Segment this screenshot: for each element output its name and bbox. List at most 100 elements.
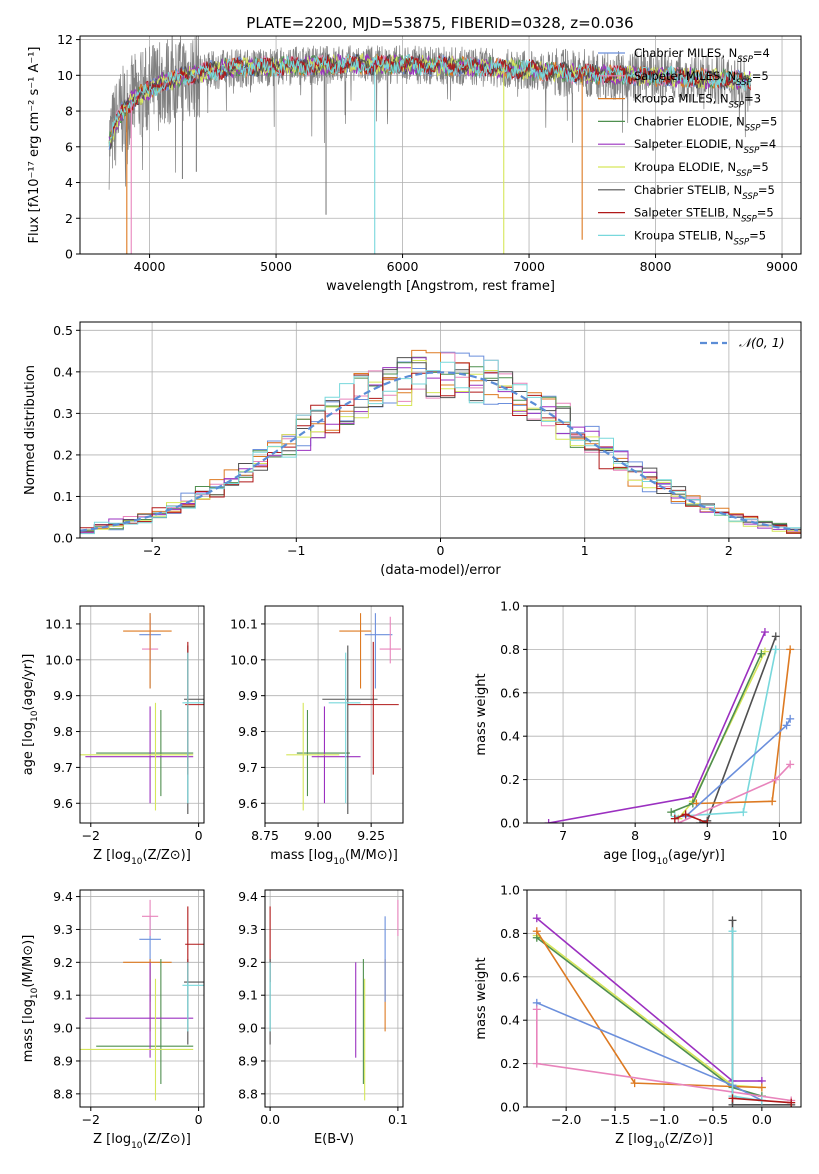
y-tick-label: 1.0 xyxy=(500,883,520,898)
y-tick-label: 9.9 xyxy=(53,688,73,703)
x-axis-label: Z [log10(Z/Z⊙)] xyxy=(615,1132,713,1151)
grid xyxy=(264,606,403,823)
weight-marker-kroupa-miles xyxy=(757,1083,766,1092)
plot-area xyxy=(286,613,401,815)
y-tick-label: 0.0 xyxy=(500,1100,520,1115)
ticks: 8.75 9.00 9.25 9.6 9.7 9.8 9.9 10.0 10.1 xyxy=(230,616,385,843)
ticks: −2 0 8.8 8.9 9.0 9.1 9.2 9.3 9.4 xyxy=(53,889,203,1127)
y-tick-label: 9.8 xyxy=(53,724,73,739)
y-tick-label: 4 xyxy=(65,175,73,190)
legend-label-salpeter-miles: Salpeter MILES, NSSP=5 xyxy=(634,69,769,88)
x-axis-label: (data-model)/error xyxy=(380,563,501,578)
legend-label-chabrier-miles: Chabrier MILES, NSSP=4 xyxy=(634,46,770,65)
grid xyxy=(527,605,801,824)
legend-label-chabrier-elodie: Chabrier ELODIE, NSSP=5 xyxy=(634,114,777,133)
y-tick-label: 9.1 xyxy=(53,988,73,1003)
ticks: 0.0 0.1 8.8 8.9 9.0 9.1 9.2 9.3 9.4 xyxy=(238,889,408,1127)
y-tick-label: 10.0 xyxy=(45,652,73,667)
x-tick-label: 1 xyxy=(581,543,589,558)
x-tick-label: 0.1 xyxy=(388,1112,408,1127)
x-tick-label: 9.00 xyxy=(304,828,332,843)
x-tick-label: 5000 xyxy=(260,259,292,274)
axes-frame xyxy=(264,605,404,824)
weight-marker-salpeter-miles xyxy=(532,1005,541,1014)
y-axis-label: mass weight xyxy=(474,957,489,1039)
panel-spectrum: 4000 5000 6000 7000 8000 9000 0 2 4 6 8 10 12 wavelen… xyxy=(27,32,802,294)
y-tick-label: 0.1 xyxy=(53,489,73,504)
y-tick-label: 2 xyxy=(65,211,73,226)
x-tick-label: 0 xyxy=(195,828,203,843)
panel-age_vs_mass: 8.75 9.00 9.25 9.6 9.7 9.8 9.9 10.0 10.1 mass [lo… xyxy=(230,605,404,867)
x-tick-label: 0 xyxy=(437,543,445,558)
weight-line-chabrier-stelib xyxy=(699,636,777,823)
weight-marker-salpeter-stelib xyxy=(728,1094,737,1103)
x-tick-label: −1.5 xyxy=(600,1112,630,1127)
y-tick-label: 0 xyxy=(65,247,73,262)
weight-marker-kroupa-miles xyxy=(630,1079,639,1088)
y-tick-label: 0.4 xyxy=(500,729,520,744)
plot-area xyxy=(80,899,204,1101)
y-tick-label: 0.0 xyxy=(53,531,73,546)
x-tick-label: −1 xyxy=(287,543,305,558)
x-tick-label: −2 xyxy=(82,828,100,843)
residual-histogram-kroupa-stelib xyxy=(80,359,801,535)
y-tick-label: 8.9 xyxy=(238,1053,258,1068)
weight-marker-kroupa-stelib xyxy=(728,927,737,936)
y-tick-label: 0.6 xyxy=(500,969,520,984)
weight-line-kroupa-elodie xyxy=(677,651,766,820)
x-axis-label: age [log10(age/yr)] xyxy=(603,848,725,867)
legend-label-chabrier-stelib: Chabrier STELIB, NSSP=5 xyxy=(634,183,775,202)
x-tick-label: 9 xyxy=(703,828,711,843)
axes-frame xyxy=(79,321,802,539)
weight-marker-chabrier-stelib xyxy=(728,916,737,925)
plot-area xyxy=(108,36,751,254)
x-axis-label: E(B-V) xyxy=(314,1132,354,1147)
legend-label-salpeter-elodie: Salpeter ELODIE, NSSP=4 xyxy=(634,137,776,156)
x-axis-label: mass [log10(M/M⊙)] xyxy=(270,848,398,867)
weight-marker-kroupa-stelib xyxy=(739,808,748,817)
x-axis-label: Z [log10(Z/Z⊙)] xyxy=(93,848,191,867)
y-tick-label: 0.6 xyxy=(500,685,520,700)
y-tick-label: 0.0 xyxy=(500,816,520,831)
y-tick-label: 1.0 xyxy=(500,599,520,614)
weight-marker-salpeter-stelib xyxy=(703,819,712,823)
model-spectrum-kroupa-stelib xyxy=(108,53,751,147)
weight-marker-salpeter-stelib xyxy=(787,1098,796,1107)
ticks: 7 8 9 10 0.0 0.2 0.4 0.6 0.8 1.0 xyxy=(500,599,787,844)
y-tick-label: 0.5 xyxy=(53,323,73,338)
weight-marker-chabrier-miles xyxy=(786,714,795,723)
y-tick-label: 0.2 xyxy=(500,1056,520,1071)
weight-marker-kroupa-miles xyxy=(532,927,541,936)
x-tick-label: 6000 xyxy=(387,259,419,274)
x-tick-label: 8.75 xyxy=(251,828,279,843)
ticks: 4000 5000 6000 7000 8000 9000 0 2 4 6 8 10 12 xyxy=(57,32,798,274)
grid xyxy=(80,606,204,823)
x-tick-label: 0 xyxy=(195,1112,203,1127)
y-tick-label: 9.3 xyxy=(53,922,73,937)
ticks: −2 0 9.6 9.7 9.8 9.9 10.0 10.1 xyxy=(45,616,202,843)
x-tick-label: −1.0 xyxy=(649,1112,679,1127)
weight-marker-salpeter-miles xyxy=(532,1059,541,1068)
y-tick-label: 9.2 xyxy=(53,955,73,970)
weight-line-salpeter-elodie xyxy=(548,631,766,823)
plot-area xyxy=(544,628,795,823)
weight-marker-salpeter-miles xyxy=(771,775,780,784)
y-axis-label: Normed distribution xyxy=(23,365,38,495)
observed-spectrum-line xyxy=(108,36,751,190)
weight-marker-chabrier-elodie xyxy=(757,649,766,658)
plot-area xyxy=(80,349,801,535)
x-tick-label: −2 xyxy=(143,543,161,558)
y-tick-label: 9.1 xyxy=(238,988,258,1003)
weight-marker-salpeter-miles xyxy=(786,760,795,769)
y-tick-label: 9.8 xyxy=(238,724,258,739)
y-tick-label: 0.4 xyxy=(53,364,73,379)
plot-area xyxy=(532,914,796,1107)
grid xyxy=(80,890,204,1107)
x-tick-label: 9000 xyxy=(766,259,798,274)
x-tick-label: 8 xyxy=(631,828,639,843)
axes-frame xyxy=(79,889,205,1108)
plot-area xyxy=(80,613,204,815)
y-tick-label: 9.0 xyxy=(53,1021,73,1036)
weight-marker-salpeter-miles xyxy=(674,819,683,823)
ticks: −2.0 −1.5 −1.0 −0.5 0.0 0.0 0.2 0.4 0.6 0.8 1.0 xyxy=(500,883,772,1128)
